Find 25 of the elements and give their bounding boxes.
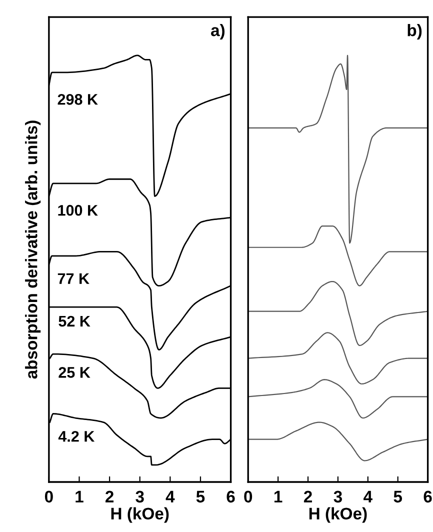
x-tick-label: 5	[196, 490, 205, 503]
x-tick-label: 4	[364, 490, 372, 502]
x-tick-label: 6	[424, 490, 432, 503]
x-tick-label: 3	[136, 490, 144, 503]
series-label: 4.2 K	[58, 431, 95, 442]
x-tick-label: 0	[44, 490, 53, 503]
x-axis-title: H (kOe)	[309, 507, 367, 523]
x-tick-label: 5	[394, 490, 402, 503]
x-axis-title: H (kOe)	[111, 507, 169, 523]
x-tick-label: 2	[304, 490, 312, 502]
x-tick-label: 4	[166, 490, 175, 502]
x-tick-label: 6	[226, 490, 235, 503]
x-tick-label: 3	[334, 490, 342, 503]
y-axis-title: absorption derivative (arb. units)	[25, 120, 41, 379]
text: b)	[408, 24, 422, 40]
series-label: 77 K	[58, 273, 90, 284]
series-label: 52 K	[58, 316, 90, 327]
x-tick-label: 1	[274, 490, 282, 502]
x-tick-label: 0	[244, 490, 252, 503]
x-tick-label: 1	[76, 490, 84, 502]
series-label: 25 K	[58, 367, 90, 378]
text: a)	[211, 24, 225, 40]
x-tick-label: 2	[105, 490, 114, 502]
series-label: 298 K	[58, 94, 98, 105]
series-label: 100 K	[58, 204, 98, 216]
